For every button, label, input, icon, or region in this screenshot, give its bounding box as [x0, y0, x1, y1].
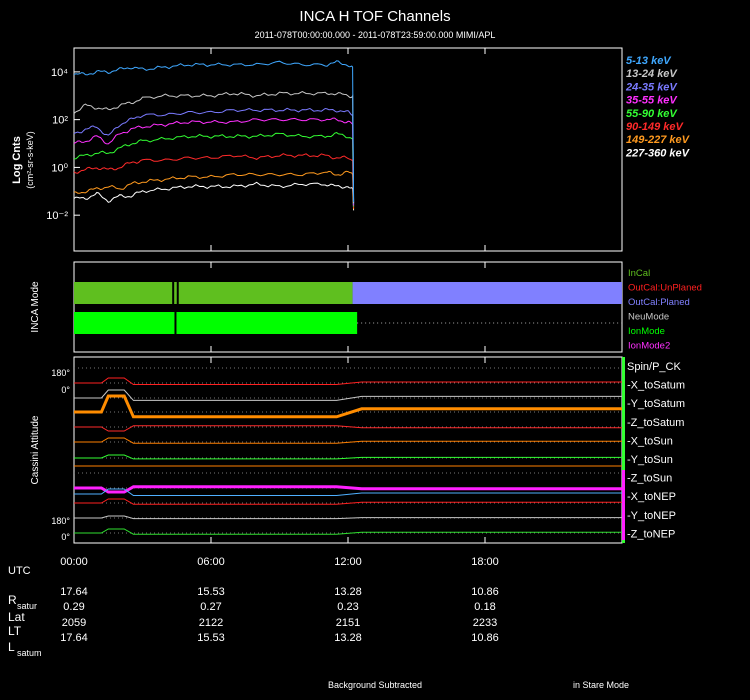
ephem-row-label-4: L — [8, 640, 15, 654]
ephem-value-1-0: 0.29 — [63, 601, 84, 613]
ephem-value-1-2: 0.23 — [337, 601, 358, 613]
attitude-legend-entry-1: -X_toSatum — [627, 380, 685, 392]
attitude-trace-10 — [74, 515, 622, 520]
ephem-value-0-0: 17.64 — [60, 586, 88, 598]
ephem-value-3-1: 15.53 — [197, 632, 225, 644]
panel-flux-frame — [73, 47, 623, 252]
ephem-value-2-1: 2122 — [199, 617, 223, 629]
attitude-trace-9 — [74, 498, 622, 505]
flux-legend-entry-1: 13-24 keV — [626, 68, 678, 80]
flux-legend-entry-5: 90-149 keV — [626, 121, 685, 133]
attitude-legend-entry-8: -Y_toNEP — [627, 510, 676, 522]
attitude-edge-green — [622, 357, 625, 543]
flux-ytick-label-3: 10⁻² — [46, 210, 68, 222]
mode-bar-0 — [74, 282, 353, 304]
footer-stare-mode: in Stare Mode — [573, 680, 629, 690]
flux-legend-entry-0: 5-13 keV — [626, 55, 672, 67]
flux-series-5 — [73, 107, 355, 205]
ephem-value-1-3: 0.18 — [474, 601, 495, 613]
flux-series-4 — [73, 117, 355, 206]
mode-bar-gap-0-0 — [172, 282, 175, 304]
attitude-ytick-0: 180° — [51, 368, 70, 378]
ephem-value-2-3: 2233 — [473, 617, 497, 629]
flux-legend-entry-3: 35-55 keV — [626, 95, 678, 107]
utc-label: UTC — [8, 565, 31, 577]
mode-legend-entry-2: OutCal:Planed — [628, 297, 690, 308]
mode-legend-entry-5: IonMode2 — [628, 341, 670, 352]
mode-legend-entry-4: IonMode — [628, 326, 665, 337]
ephem-row-sub-0: satur — [17, 601, 37, 611]
mode-bar-gap-0-1 — [176, 282, 179, 304]
ephem-value-0-3: 10.86 — [471, 586, 499, 598]
flux-ylabel-units: (cm²-sr-s-keV) — [25, 131, 35, 189]
mode-legend-entry-0: InCal — [628, 268, 650, 279]
flux-legend-entry-7: 227-360 keV — [625, 147, 691, 159]
ephem-value-2-0: 2059 — [62, 617, 86, 629]
chart-title: INCA H TOF Channels — [299, 8, 450, 25]
ephem-value-0-2: 13.28 — [334, 586, 362, 598]
attitude-trace-5 — [74, 454, 622, 460]
chart-subtitle: 2011-078T00:00:00.000 - 2011-078T23:59:0… — [255, 30, 496, 40]
attitude-ytick-2: 180° — [51, 516, 70, 526]
attitude-legend-entry-9: -Z_toNEP — [627, 528, 675, 540]
ephem-value-3-2: 13.28 — [334, 632, 362, 644]
mode-ylabel: INCA Mode — [30, 281, 41, 333]
mode-bar-then-0 — [352, 282, 622, 304]
ephem-value-3-0: 17.64 — [60, 632, 88, 644]
attitude-legend-entry-5: -Y_toSun — [627, 454, 673, 466]
attitude-legend-entry-7: -X_toNEP — [627, 491, 676, 503]
attitude-legend-entry-2: -Y_toSatum — [627, 398, 685, 410]
attitude-trace-0 — [74, 377, 622, 385]
xtick-label-0: 00:00 — [60, 556, 88, 568]
flux-ytick-label-0: 10⁴ — [51, 67, 68, 79]
flux-legend-entry-4: 55-90 keV — [626, 108, 678, 120]
flux-series-2 — [73, 153, 355, 209]
attitude-ytick-3: 0° — [61, 532, 70, 542]
xtick-label-1: 06:00 — [197, 556, 225, 568]
ephem-row-label-3: LT — [8, 624, 22, 638]
attitude-edge-magenta — [622, 470, 625, 540]
mode-legend-entry-3: NeuMode — [628, 312, 669, 323]
panel-mode-frame — [73, 261, 623, 353]
mode-bar-1 — [74, 312, 358, 334]
mode-legend-entry-1: OutCal:UnPlaned — [628, 283, 702, 294]
attitude-legend-entry-6: -Z_toSun — [627, 473, 672, 485]
attitude-legend-entry-3: -Z_toSatum — [627, 417, 684, 429]
flux-ylabel-main: Log Cnts — [11, 136, 23, 184]
ephem-row-label-2: Lat — [8, 610, 25, 624]
flux-ytick-label-1: 10² — [52, 115, 68, 127]
flux-series-0 — [73, 181, 355, 211]
flux-series-3 — [73, 132, 355, 207]
ephem-value-1-1: 0.27 — [200, 601, 221, 613]
attitude-trace-3 — [74, 425, 622, 432]
ephem-row-label-0: R — [8, 593, 17, 607]
ephem-row-sub-4: satum — [17, 648, 42, 658]
flux-legend-entry-2: 24-35 keV — [625, 81, 678, 93]
flux-ytick-label-2: 10⁰ — [51, 162, 68, 174]
xtick-label-2: 12:00 — [334, 556, 362, 568]
flux-series-7 — [73, 60, 355, 203]
attitude-legend-entry-4: -X_toSun — [627, 435, 673, 447]
mode-bar-gap-1-0 — [174, 312, 177, 334]
attitude-trace-11 — [74, 528, 622, 535]
flux-legend-entry-6: 149-227 keV — [626, 134, 691, 146]
footer-background-subtracted: Background Subtracted — [328, 680, 422, 690]
attitude-ytick-1: 0° — [61, 385, 70, 395]
attitude-legend-entry-0: Spin/P_CK — [627, 361, 681, 373]
ephem-value-2-2: 2151 — [336, 617, 360, 629]
ephem-value-0-1: 15.53 — [197, 586, 225, 598]
attitude-trace-1 — [74, 389, 622, 401]
xtick-label-3: 18:00 — [471, 556, 499, 568]
attitude-trace-7 — [74, 485, 622, 494]
attitude-trace-8 — [74, 488, 622, 496]
attitude-trace-2 — [74, 394, 622, 419]
attitude-trace-4 — [74, 437, 622, 444]
flux-series-1 — [73, 170, 355, 210]
attitude-ylabel: Cassini Attitude — [30, 415, 41, 484]
flux-series-6 — [73, 91, 355, 204]
ephem-value-3-3: 10.86 — [471, 632, 499, 644]
